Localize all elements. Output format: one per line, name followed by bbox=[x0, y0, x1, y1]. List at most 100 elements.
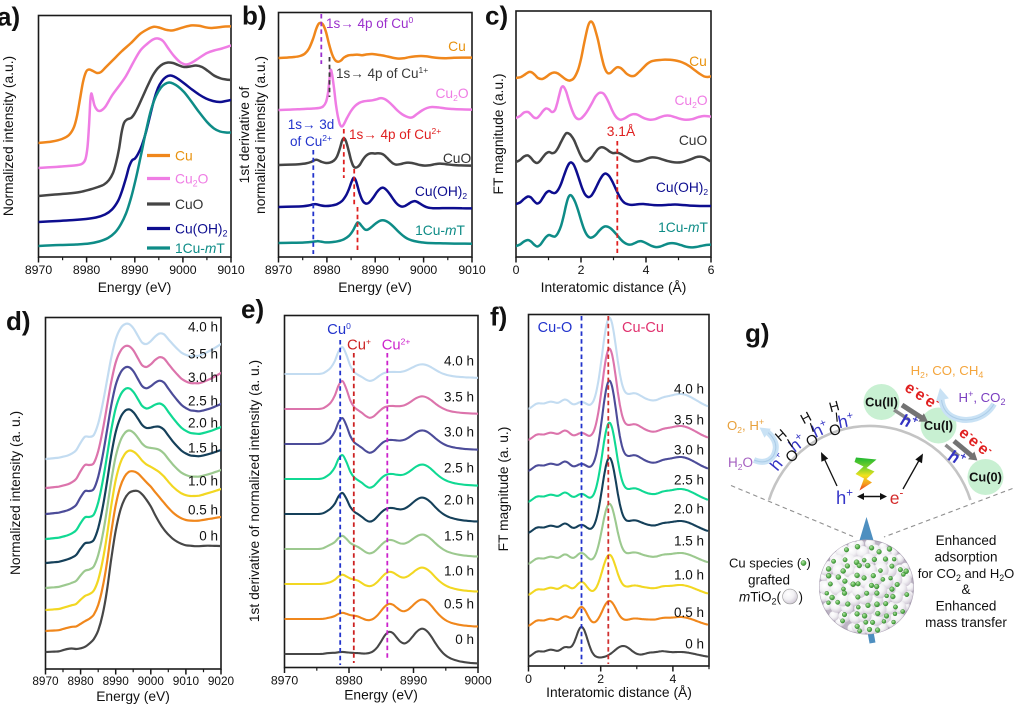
svg-text:8980: 8980 bbox=[313, 263, 341, 277]
svg-text:8980: 8980 bbox=[335, 674, 363, 688]
svg-text:Enhanced: Enhanced bbox=[936, 533, 997, 548]
svg-text:2: 2 bbox=[578, 263, 585, 277]
svg-text:FT magnitude (a.u.): FT magnitude (a.u.) bbox=[491, 74, 506, 195]
svg-text:normalized intensity (a.u.): normalized intensity (a.u.) bbox=[253, 56, 268, 214]
svg-text:4.0 h: 4.0 h bbox=[674, 382, 704, 397]
svg-text:1.5 h: 1.5 h bbox=[188, 441, 218, 456]
svg-text:1st derivative of normalized i: 1st derivative of normalized intensity (… bbox=[247, 360, 262, 622]
svg-text:&: & bbox=[961, 582, 970, 597]
svg-text:H: H bbox=[827, 397, 841, 415]
svg-text:9010: 9010 bbox=[217, 263, 245, 277]
svg-text:Cu(0): Cu(0) bbox=[969, 470, 1002, 485]
svg-text:0 h: 0 h bbox=[199, 529, 218, 544]
svg-text:Energy (eV): Energy (eV) bbox=[96, 689, 170, 704]
svg-text:Cu(II): Cu(II) bbox=[865, 395, 898, 410]
svg-text:8980: 8980 bbox=[67, 674, 94, 688]
svg-text:1Cu-mT: 1Cu-mT bbox=[175, 241, 225, 256]
svg-text:H2, CO, CH4: H2, CO, CH4 bbox=[911, 363, 984, 380]
svg-text:1s→ 4p of Cu2+: 1s→ 4p of Cu2+ bbox=[349, 126, 441, 142]
svg-text:8990: 8990 bbox=[103, 674, 130, 688]
svg-text:Energy (eV): Energy (eV) bbox=[338, 280, 412, 295]
svg-text:4: 4 bbox=[643, 263, 650, 277]
svg-text:c): c) bbox=[485, 1, 508, 31]
svg-text:Cu-O: Cu-O bbox=[538, 320, 573, 336]
svg-text:grafted: grafted bbox=[748, 573, 790, 588]
svg-text:2.5 h: 2.5 h bbox=[188, 394, 218, 409]
svg-text:9000: 9000 bbox=[464, 674, 492, 688]
svg-text:1s→ 4p of Cu0: 1s→ 4p of Cu0 bbox=[326, 15, 414, 31]
svg-text:1st derivative of: 1st derivative of bbox=[237, 87, 252, 184]
svg-text:9000: 9000 bbox=[410, 263, 438, 277]
svg-text:b): b) bbox=[242, 1, 267, 31]
svg-text:9000: 9000 bbox=[138, 674, 165, 688]
svg-text:2.0 h: 2.0 h bbox=[674, 502, 704, 517]
svg-text:2.0 h: 2.0 h bbox=[444, 493, 474, 508]
svg-text:8980: 8980 bbox=[73, 263, 101, 277]
svg-text:1.0 h: 1.0 h bbox=[444, 564, 474, 579]
svg-text:O2, H+: O2, H+ bbox=[727, 417, 764, 435]
svg-text:Cu: Cu bbox=[448, 39, 466, 54]
svg-text:0.5 h: 0.5 h bbox=[188, 503, 218, 518]
svg-text:Cu+: Cu+ bbox=[347, 337, 371, 354]
svg-text:8970: 8970 bbox=[265, 263, 293, 277]
svg-text:9000: 9000 bbox=[169, 263, 197, 277]
svg-text:3.1Å: 3.1Å bbox=[607, 123, 636, 139]
svg-text:Interatomic distance (Å): Interatomic distance (Å) bbox=[541, 279, 687, 295]
svg-text:0: 0 bbox=[525, 672, 532, 686]
svg-text:Energy (eV): Energy (eV) bbox=[98, 280, 172, 295]
svg-text:a): a) bbox=[0, 2, 20, 32]
svg-text:0: 0 bbox=[513, 263, 520, 277]
svg-text:1Cu-mT: 1Cu-mT bbox=[415, 223, 465, 238]
svg-text:2.0 h: 2.0 h bbox=[188, 416, 218, 431]
svg-text:mTiO2(: mTiO2( bbox=[739, 590, 782, 607]
svg-text:for CO2 and H2O: for CO2 and H2O bbox=[918, 566, 1014, 583]
svg-text:Normalized intensity (a.u.): Normalized intensity (a.u.) bbox=[1, 56, 16, 216]
svg-text:3.5 h: 3.5 h bbox=[188, 347, 218, 362]
svg-text:CuO: CuO bbox=[679, 133, 708, 148]
svg-text:g): g) bbox=[745, 318, 770, 348]
svg-text:Cu(OH)2: Cu(OH)2 bbox=[175, 221, 228, 238]
svg-text:0 h: 0 h bbox=[685, 637, 704, 652]
svg-text:3.5 h: 3.5 h bbox=[444, 390, 474, 405]
svg-text:3.0 h: 3.0 h bbox=[444, 425, 474, 440]
svg-text:0.5 h: 0.5 h bbox=[444, 597, 474, 612]
svg-text:Cu: Cu bbox=[175, 148, 193, 163]
svg-text:f): f) bbox=[490, 302, 507, 332]
svg-text:1.0 h: 1.0 h bbox=[188, 474, 218, 489]
svg-text:FT magnitude (a. u.): FT magnitude (a. u.) bbox=[496, 427, 511, 552]
svg-text:Normalized intensity (a. u.): Normalized intensity (a. u.) bbox=[8, 411, 23, 575]
svg-text:Interatomic distance (Å): Interatomic distance (Å) bbox=[546, 684, 692, 700]
svg-text:4.0 h: 4.0 h bbox=[444, 354, 474, 369]
svg-text:Cu: Cu bbox=[689, 54, 707, 69]
svg-text:3.0 h: 3.0 h bbox=[674, 443, 704, 458]
svg-text:CuO: CuO bbox=[443, 151, 472, 166]
svg-text:Cu2O: Cu2O bbox=[435, 86, 468, 103]
svg-text:1Cu-mT: 1Cu-mT bbox=[658, 220, 708, 235]
svg-text:): ) bbox=[799, 590, 804, 605]
svg-text:9010: 9010 bbox=[173, 674, 200, 688]
svg-text:0 h: 0 h bbox=[455, 632, 474, 647]
svg-text:4.0 h: 4.0 h bbox=[188, 320, 218, 335]
svg-text:1.5 h: 1.5 h bbox=[674, 534, 704, 549]
svg-text:adsorption: adsorption bbox=[934, 550, 997, 565]
svg-text:Cu(OH)2: Cu(OH)2 bbox=[415, 184, 468, 201]
svg-text:2.5 h: 2.5 h bbox=[444, 461, 474, 476]
svg-text:Cu2O: Cu2O bbox=[175, 171, 209, 188]
svg-text:6: 6 bbox=[708, 263, 715, 277]
svg-text:of Cu2+: of Cu2+ bbox=[290, 133, 332, 149]
svg-text:Cu(OH)2: Cu(OH)2 bbox=[656, 180, 709, 197]
svg-text:9020: 9020 bbox=[208, 674, 235, 688]
svg-text:Cu(I): Cu(I) bbox=[924, 418, 953, 433]
svg-text:CuO: CuO bbox=[175, 197, 204, 212]
svg-text:1s→ 3d: 1s→ 3d bbox=[288, 117, 335, 132]
svg-text:1s→ 4p of Cu1+: 1s→ 4p of Cu1+ bbox=[336, 65, 428, 81]
svg-text:Cu2O: Cu2O bbox=[674, 93, 707, 110]
svg-text:1.0 h: 1.0 h bbox=[674, 568, 704, 583]
svg-text:1.5 h: 1.5 h bbox=[444, 529, 474, 544]
svg-text:8970: 8970 bbox=[25, 263, 53, 277]
svg-text:0.5 h: 0.5 h bbox=[674, 605, 704, 620]
svg-text:3.0 h: 3.0 h bbox=[188, 370, 218, 385]
svg-text:3.5 h: 3.5 h bbox=[674, 413, 704, 428]
svg-text:8970: 8970 bbox=[271, 674, 299, 688]
svg-text:H+, CO2: H+, CO2 bbox=[959, 389, 1006, 407]
